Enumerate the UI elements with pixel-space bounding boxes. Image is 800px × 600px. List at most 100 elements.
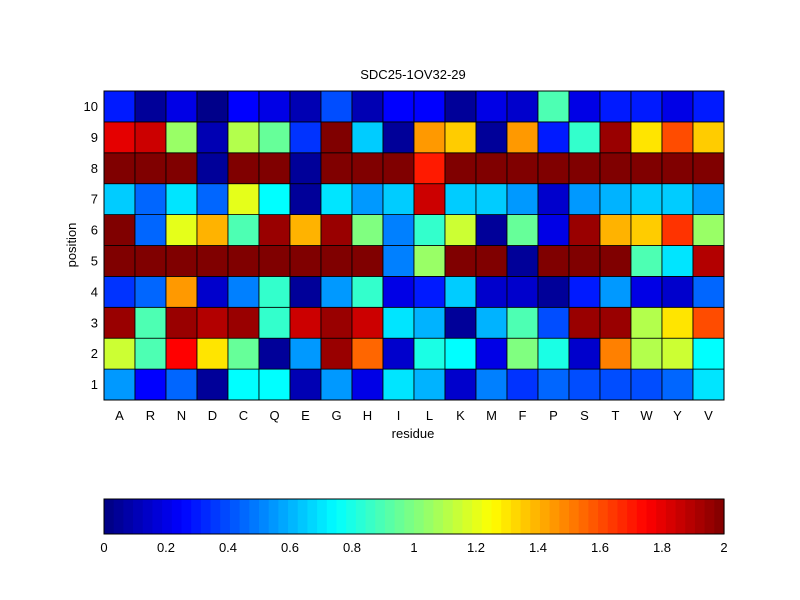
heatmap-cell xyxy=(320,183,353,215)
heatmap-cell xyxy=(134,245,167,277)
heatmap-cell xyxy=(661,121,694,154)
heatmap-cell xyxy=(258,121,291,154)
heatmap-cell xyxy=(227,121,260,154)
colorbar-segment xyxy=(433,499,444,534)
heatmap-cell xyxy=(227,306,260,339)
heatmap-cell xyxy=(320,306,353,339)
heatmap-cell xyxy=(599,275,632,308)
heatmap-cell xyxy=(289,245,322,277)
heatmap-cell xyxy=(134,306,167,339)
heatmap-cell xyxy=(599,152,632,185)
heatmap-cell xyxy=(165,337,198,370)
heatmap-cell xyxy=(351,90,384,123)
colorbar-segment xyxy=(288,499,299,534)
colorbar-segment xyxy=(443,499,454,534)
heatmap-cell xyxy=(475,121,508,154)
heatmap-cell xyxy=(444,368,477,401)
heatmap-cell xyxy=(289,121,322,154)
heatmap-cell xyxy=(103,306,136,339)
heatmap-cell xyxy=(413,368,446,401)
heatmap-cell xyxy=(444,275,477,308)
heatmap-cell xyxy=(289,152,322,185)
y-tick-label: 6 xyxy=(91,223,98,238)
heatmap-cell xyxy=(506,368,539,401)
heatmap-cell xyxy=(444,337,477,370)
heatmap-cell xyxy=(568,337,601,370)
heatmap-cell xyxy=(289,214,322,246)
heatmap-cell xyxy=(258,275,291,308)
heatmap-cell xyxy=(630,368,663,401)
heatmap-cell xyxy=(258,337,291,370)
colorbar-segment xyxy=(171,499,183,534)
y-tick-label: 2 xyxy=(91,346,98,361)
heatmap-cell xyxy=(568,275,601,308)
heatmap-cell xyxy=(289,183,322,215)
colorbar-segment xyxy=(530,499,541,534)
x-tick-label: M xyxy=(486,408,497,423)
heatmap-cell xyxy=(537,90,570,123)
heatmap-cell xyxy=(320,121,353,154)
heatmap-cell xyxy=(661,275,694,308)
heatmap-cell xyxy=(568,368,601,401)
heatmap-cell xyxy=(227,368,260,401)
heatmap-cell xyxy=(537,121,570,154)
heatmap-cell xyxy=(258,183,291,215)
heatmap-cell xyxy=(289,306,322,339)
colorbar-segment xyxy=(384,499,396,534)
colorbar-segment xyxy=(104,499,115,534)
y-tick-label: 7 xyxy=(91,192,98,207)
heatmap-cell xyxy=(413,152,446,185)
x-tick-label: V xyxy=(704,408,713,423)
heatmap-cell xyxy=(692,183,725,215)
heatmap-cell xyxy=(351,152,384,185)
heatmap-cell xyxy=(475,152,508,185)
colorbar-tick-label: 0 xyxy=(100,540,107,555)
heatmap-cell xyxy=(475,337,508,370)
x-tick-label: D xyxy=(208,408,217,423)
heatmap-cell xyxy=(134,214,167,246)
y-tick-label: 3 xyxy=(91,315,98,330)
y-axis-label: position xyxy=(64,223,79,268)
heatmap-cell xyxy=(227,90,260,123)
heatmap-cell xyxy=(537,183,570,215)
x-tick-label: T xyxy=(612,408,620,423)
heatmap-cell xyxy=(506,121,539,154)
heatmap-cell xyxy=(227,337,260,370)
heatmap-cell xyxy=(692,368,725,401)
heatmap-cell xyxy=(630,90,663,123)
heatmap-cell xyxy=(692,152,725,185)
heatmap-cell xyxy=(630,337,663,370)
heatmap-cell xyxy=(692,121,725,154)
colorbar-tick-label: 1.4 xyxy=(529,540,547,555)
heatmap-cell xyxy=(134,275,167,308)
heatmap-cell xyxy=(103,90,136,123)
heatmap-cell xyxy=(289,90,322,123)
heatmap-cell xyxy=(196,152,229,185)
colorbar-segment xyxy=(278,499,289,534)
heatmap-cell xyxy=(630,152,663,185)
heatmap-cell xyxy=(506,90,539,123)
heatmap-cell xyxy=(568,152,601,185)
heatmap-cell xyxy=(444,121,477,154)
plot-frame xyxy=(103,90,725,401)
heatmap-cell xyxy=(165,306,198,339)
colorbar-tick-labels: 0 0.2 0.4 0.6 0.8 1 1.2 1.4 1.6 1.8 2 xyxy=(100,540,727,555)
heatmap-cell xyxy=(506,337,539,370)
colorbar-segment xyxy=(481,499,493,534)
heatmap-cell xyxy=(537,337,570,370)
heatmap-cell xyxy=(413,121,446,154)
colorbar-tick-label: 1 xyxy=(410,540,417,555)
heatmap-cell xyxy=(599,368,632,401)
heatmap-cell xyxy=(413,245,446,277)
heatmap-cell xyxy=(630,245,663,277)
x-tick-label: F xyxy=(519,408,527,423)
x-tick-label: N xyxy=(177,408,186,423)
colorbar-segment xyxy=(569,499,580,534)
heatmap-cell xyxy=(320,275,353,308)
colorbar-segment xyxy=(375,499,386,534)
heatmap-cell xyxy=(165,152,198,185)
heatmap-cell xyxy=(258,90,291,123)
colorbar-tick-label: 0.6 xyxy=(281,540,299,555)
heatmap-cell xyxy=(413,183,446,215)
